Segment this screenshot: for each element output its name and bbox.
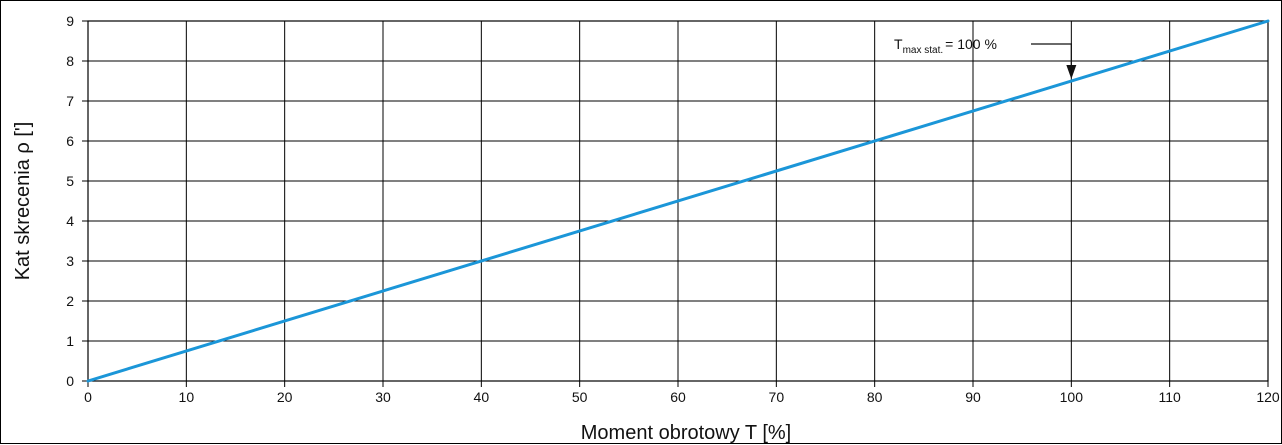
y-tick-label-7: 7	[66, 93, 74, 109]
tick-layer: 0 10 20 30 40 50 60 70 80 90 100 110 120 0 1 2 3 4 5 6 7 8 9	[66, 13, 1280, 405]
y-tick-label-6: 6	[66, 133, 74, 149]
y-tick-label-9: 9	[66, 13, 74, 29]
x-tick-label-10: 10	[179, 389, 195, 405]
x-tick-label-50: 50	[572, 389, 588, 405]
y-tick-label-3: 3	[66, 253, 74, 269]
plot-border	[87, 20, 1269, 382]
annotation-layer: Tmax stat. = 100 %	[894, 36, 1077, 79]
annotation-suffix: = 100 %	[945, 36, 997, 52]
x-tick-label-30: 30	[375, 389, 391, 405]
x-tick-label-90: 90	[965, 389, 981, 405]
x-tick-label-20: 20	[277, 389, 293, 405]
y-axis-label: Kat skrecenia ρ [']	[12, 122, 34, 281]
x-tick-label-40: 40	[474, 389, 490, 405]
x-tick-label-110: 110	[1159, 389, 1182, 405]
annotation-leader-line	[1031, 43, 1072, 67]
x-tick-label-70: 70	[769, 389, 785, 405]
annotation-subscript: max stat.	[903, 45, 944, 56]
annotation-label-0: Tmax stat. = 100 %	[894, 36, 997, 56]
x-tick-label-80: 80	[867, 389, 883, 405]
x-axis-label: Moment obrotowy T [%]	[581, 422, 791, 444]
x-tick-label-0: 0	[84, 389, 92, 405]
annotation-main: T	[894, 36, 903, 52]
x-tick-label-120: 120	[1256, 389, 1280, 405]
series-layer	[86, 19, 1270, 383]
series-line-0	[86, 19, 1270, 383]
y-tick-label-8: 8	[66, 53, 74, 69]
x-tick-label-100: 100	[1060, 389, 1084, 405]
y-tick-label-4: 4	[66, 213, 74, 229]
annotation-arrowhead	[1066, 65, 1077, 79]
y-tick-label-1: 1	[66, 333, 74, 349]
y-tick-label-2: 2	[66, 293, 74, 309]
x-tick-label-60: 60	[670, 389, 686, 405]
y-tick-label-0: 0	[66, 373, 74, 389]
y-tick-label-5: 5	[66, 173, 74, 189]
